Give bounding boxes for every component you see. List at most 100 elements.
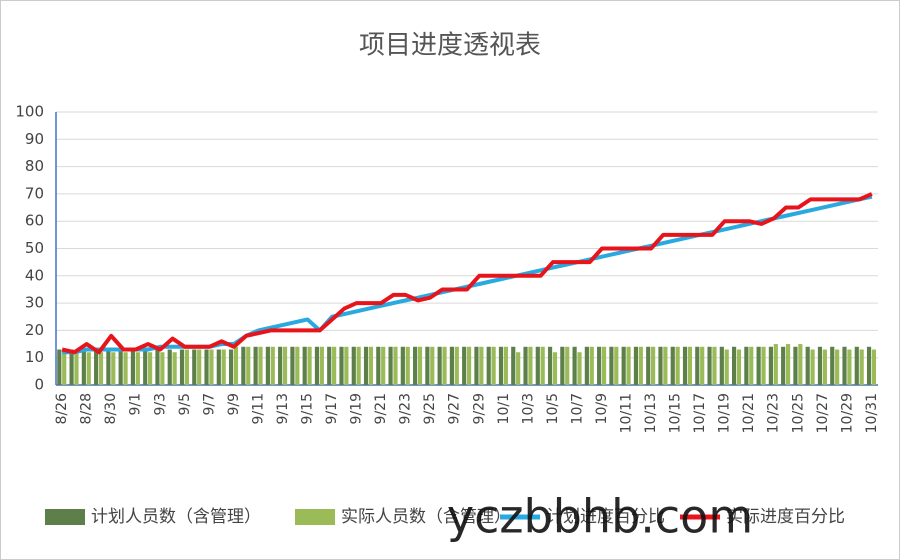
bar (155, 349, 160, 385)
x-tick-label: 9/17 (324, 393, 340, 424)
bar (614, 346, 619, 385)
x-tick-label: 10/25 (790, 393, 806, 433)
line (61, 192, 873, 355)
legend-label: 实际进度百分比 (726, 507, 845, 527)
x-tick-label: 10/9 (594, 393, 610, 424)
bar (160, 352, 165, 385)
y-tick-label: 70 (25, 184, 44, 202)
bar (307, 346, 312, 385)
bar (332, 346, 337, 385)
x-tick-label: 10/7 (569, 393, 585, 424)
x-tick-label: 10/27 (815, 393, 831, 433)
y-tick-label: 100 (15, 103, 44, 121)
bar (847, 349, 852, 385)
bar (314, 346, 320, 385)
bar (817, 346, 823, 385)
x-tick-label: 9/11 (250, 393, 266, 424)
bar (184, 349, 189, 385)
bar (86, 352, 91, 385)
y-tick-label: 0 (34, 376, 44, 394)
bar (167, 349, 172, 385)
bar (221, 349, 226, 385)
bar (511, 346, 516, 385)
bar (258, 346, 263, 385)
x-tick-label: 9/19 (349, 393, 365, 424)
bar (785, 344, 791, 385)
bar (413, 346, 418, 385)
x-tick-label: 10/23 (766, 393, 782, 433)
bar (319, 346, 324, 385)
bar (609, 346, 614, 385)
bar (707, 346, 712, 385)
x-tick-label: 10/3 (520, 393, 536, 424)
bar (552, 352, 558, 385)
bar (565, 346, 570, 385)
bar (233, 346, 239, 385)
bar (172, 352, 177, 385)
bar (859, 349, 864, 385)
bar (228, 349, 234, 385)
bar (756, 346, 761, 385)
x-tick-label: 10/13 (643, 393, 659, 433)
x-tick-label: 10/29 (839, 393, 855, 433)
bar (106, 349, 111, 385)
bar (393, 346, 398, 385)
bar (601, 346, 607, 385)
bar (388, 346, 393, 385)
bar (81, 349, 86, 385)
bar (356, 346, 361, 385)
bar (74, 352, 79, 385)
bar (327, 346, 332, 385)
bar (830, 346, 835, 385)
chart-title: 项目进度透视表 (359, 31, 541, 61)
x-tick-label: 10/11 (618, 393, 634, 433)
x-tick-label: 10/15 (668, 393, 684, 433)
bar (405, 346, 410, 385)
bar (736, 349, 742, 385)
bar (474, 346, 479, 385)
bar (646, 346, 651, 385)
bar (179, 349, 185, 385)
bar (744, 346, 749, 385)
legend-swatch (45, 509, 85, 525)
bar (425, 346, 430, 385)
y-tick-label: 20 (25, 321, 44, 339)
bar (204, 349, 209, 385)
legend-swatch (295, 509, 335, 525)
bar (246, 346, 251, 385)
bar (498, 346, 504, 385)
y-tick-label: 40 (25, 266, 44, 284)
bar (798, 344, 803, 385)
bar (148, 352, 153, 385)
legend-label: 计划人员数（含管理） (91, 507, 261, 527)
x-tick-label: 8/26 (54, 393, 70, 425)
bar (866, 346, 872, 385)
bar (135, 352, 140, 385)
y-tick-label: 50 (25, 239, 44, 257)
x-tick-label: 10/31 (864, 393, 880, 433)
x-tick-label: 9/15 (300, 393, 316, 424)
bar (597, 346, 602, 385)
bar (376, 346, 381, 385)
x-tick-label: 8/28 (79, 393, 95, 424)
bar (339, 346, 344, 385)
x-tick-label: 9/27 (447, 393, 463, 424)
bar (793, 346, 798, 385)
bar (675, 346, 680, 385)
bar (638, 346, 643, 385)
bar (842, 346, 847, 385)
bar (192, 349, 197, 385)
bar (516, 352, 521, 385)
bar (467, 346, 472, 385)
bar (810, 349, 815, 385)
y-tick-label: 60 (25, 212, 44, 230)
bar (302, 346, 307, 385)
bar (651, 346, 656, 385)
bar (442, 346, 447, 385)
bar (491, 346, 496, 385)
bar (682, 346, 688, 385)
bar (658, 346, 663, 385)
bar (130, 349, 136, 385)
